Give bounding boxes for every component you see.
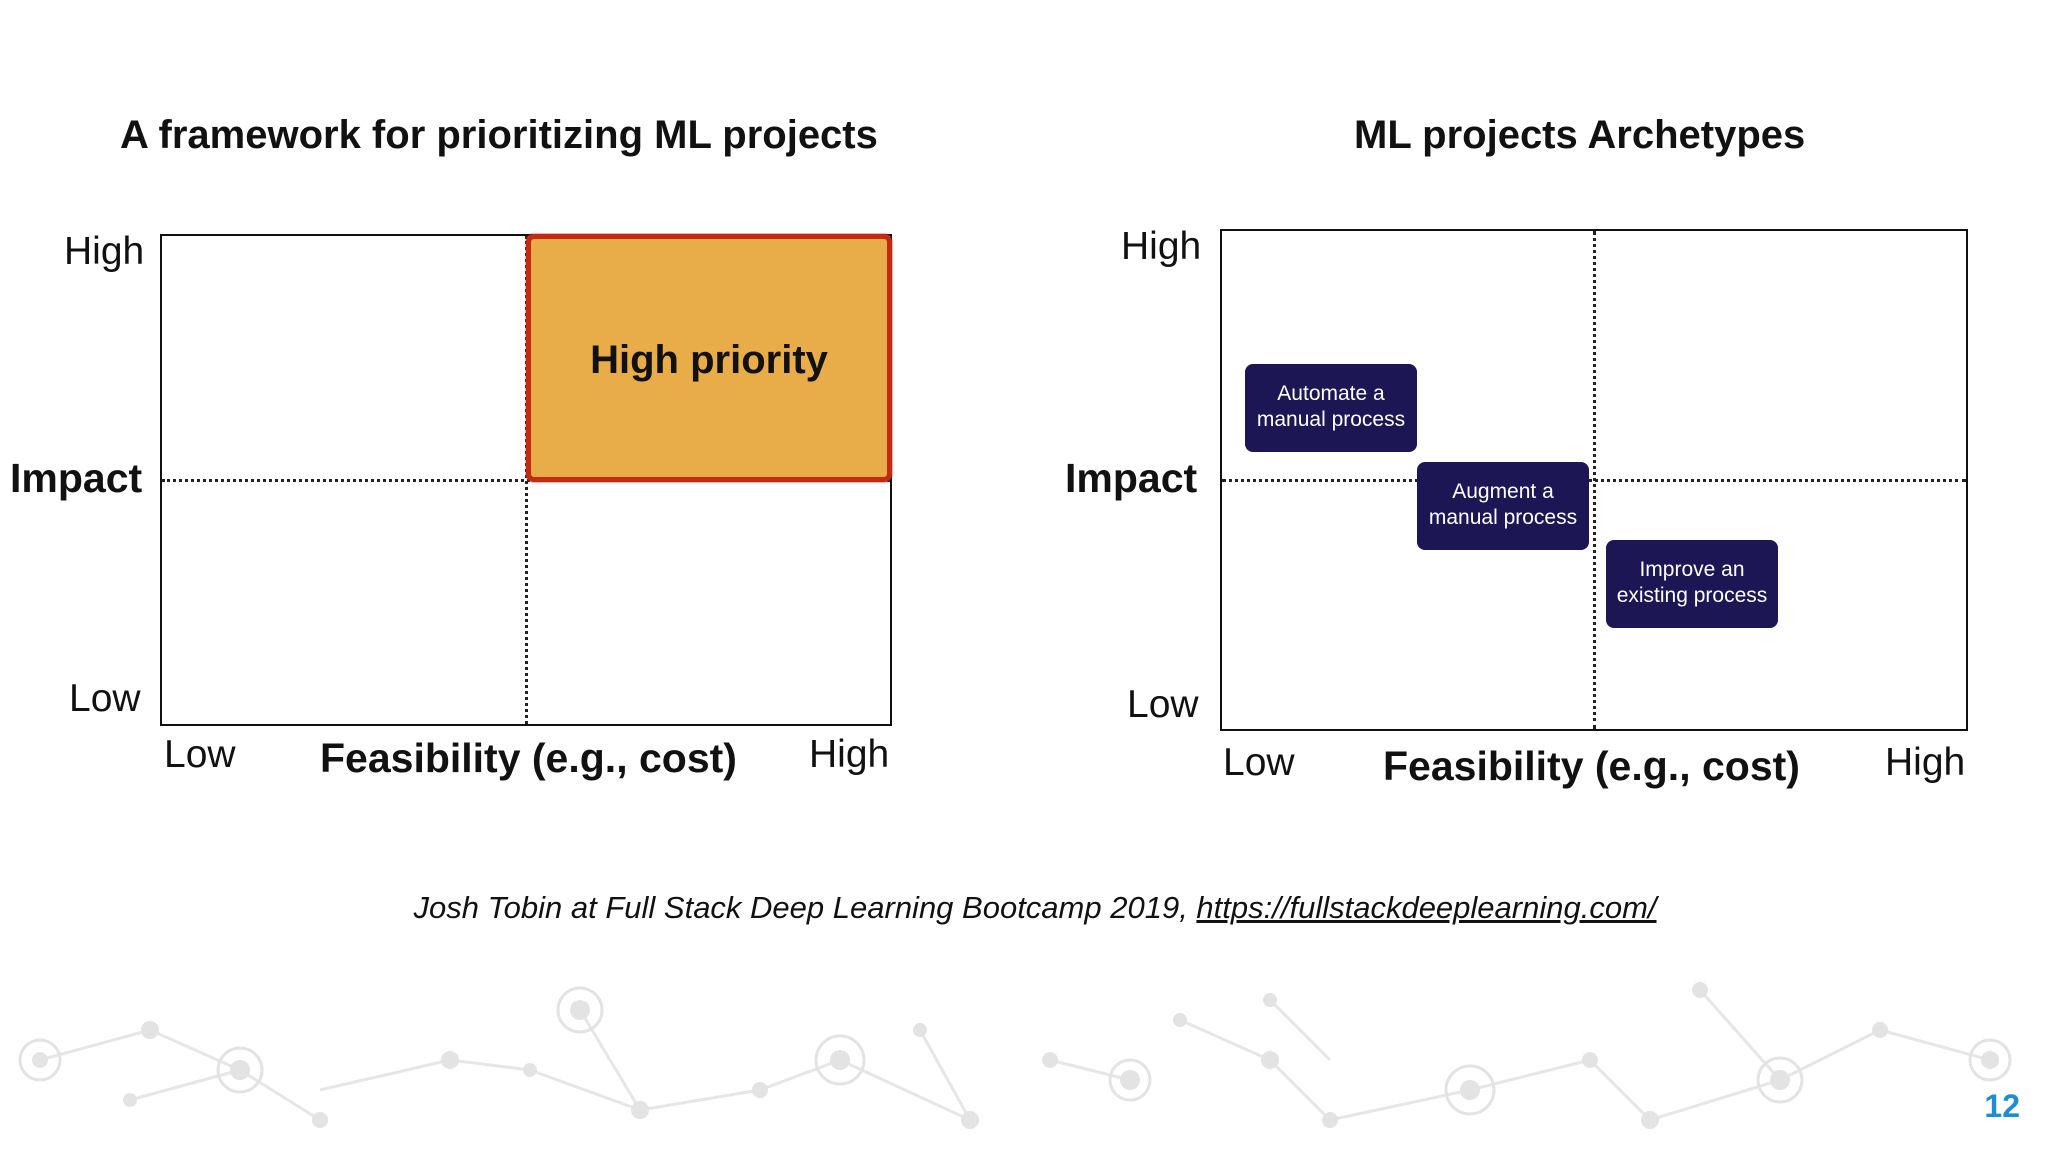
citation: Josh Tobin at Full Stack Deep Learning B…: [0, 888, 2048, 928]
right-y-high-label: High: [1121, 225, 1202, 268]
archetype-automate-line1: Automate a: [1277, 382, 1385, 405]
archetype-improve-line2: existing process: [1616, 584, 1768, 607]
left-x-axis-title: Feasibility (e.g., cost): [320, 735, 737, 781]
archetype-improve-line1: Improve an: [1639, 558, 1745, 581]
left-y-axis-title: Impact: [10, 455, 143, 501]
left-x-high-label: High: [809, 733, 890, 776]
high-priority-label: High priority: [590, 338, 828, 382]
right-x-axis-title: Feasibility (e.g., cost): [1383, 743, 1800, 789]
archetype-automate-line2: manual process: [1256, 408, 1406, 431]
right-y-low-label: Low: [1127, 683, 1199, 726]
right-x-low-label: Low: [1223, 741, 1295, 784]
archetype-augment-line1: Augment a: [1452, 480, 1554, 503]
archetype-box-improve: Improve an existing process: [1606, 540, 1778, 628]
citation-text: Josh Tobin at Full Stack Deep Learning B…: [413, 890, 1197, 925]
right-x-high-label: High: [1885, 741, 1966, 784]
archetype-augment-line2: manual process: [1428, 506, 1578, 529]
left-panel-title: A framework for prioritizing ML projects: [120, 113, 878, 157]
citation-link[interactable]: https://fullstackdeeplearning.com/: [1196, 890, 1657, 925]
left-y-low-label: Low: [69, 677, 141, 720]
left-plot-frame: [160, 234, 892, 726]
right-horizontal-divider: [1222, 479, 1966, 482]
archetype-box-automate: Automate a manual process: [1245, 364, 1417, 452]
archetype-box-augment: Augment a manual process: [1417, 462, 1589, 550]
left-y-high-label: High: [64, 230, 145, 273]
right-plot-frame: [1220, 229, 1968, 731]
right-panel-title: ML projects Archetypes: [1354, 113, 1806, 157]
page-number: 12: [1984, 1088, 2020, 1124]
high-priority-quadrant: High priority: [526, 234, 892, 482]
right-y-axis-title: Impact: [1065, 455, 1198, 501]
left-horizontal-divider: [162, 479, 890, 482]
left-x-low-label: Low: [164, 733, 236, 776]
